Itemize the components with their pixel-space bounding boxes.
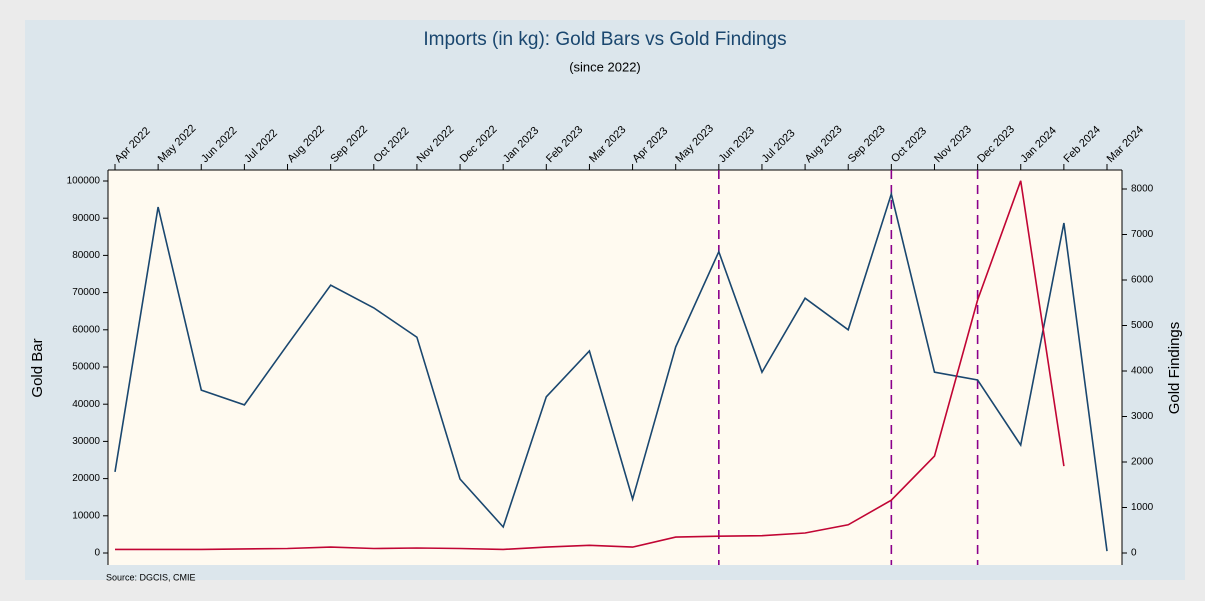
y-tick-label: 30000 [72, 436, 100, 447]
y2-tick-label: 8000 [1131, 184, 1154, 195]
chart-title: Imports (in kg): Gold Bars vs Gold Findi… [423, 29, 786, 50]
y-tick-label: 20000 [72, 473, 100, 484]
y2-tick-label: 4000 [1131, 366, 1154, 377]
y2-tick-label: 0 [1131, 548, 1137, 559]
y2-tick-label: 5000 [1131, 320, 1154, 331]
y-tick-label: 10000 [72, 510, 100, 521]
y-tick-label: 100000 [67, 176, 101, 187]
y-tick-label: 0 [94, 548, 100, 559]
source-note: Source: DGCIS, CMIE [106, 572, 196, 582]
series-line [114, 191, 1108, 552]
plot-region [108, 170, 1122, 565]
y2-tick-label: 2000 [1131, 457, 1154, 468]
y-tick-label: 80000 [72, 250, 100, 261]
y-tick-label: 50000 [72, 362, 100, 373]
y-tick-label: 60000 [72, 324, 100, 335]
y2-axis-label: Gold Findings [1166, 322, 1183, 415]
y-tick-label: 70000 [72, 287, 100, 298]
chart-subtitle: (since 2022) [569, 59, 641, 74]
y-axis-label: Gold Bar [29, 338, 46, 397]
y2-tick-label: 6000 [1131, 275, 1154, 286]
y-tick-label: 90000 [72, 213, 100, 224]
series-line [115, 180, 1065, 551]
y2-tick-label: 3000 [1131, 411, 1154, 422]
y2-tick-label: 7000 [1131, 229, 1154, 240]
y2-tick-label: 1000 [1131, 502, 1154, 513]
y-tick-label: 40000 [72, 399, 100, 410]
